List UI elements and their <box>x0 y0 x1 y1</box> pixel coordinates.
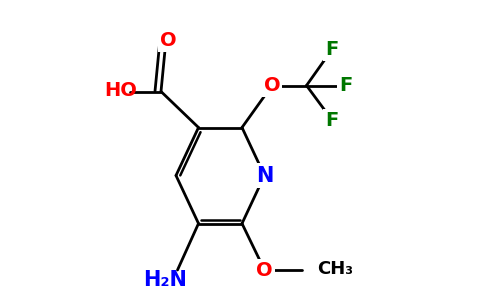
Text: O: O <box>160 31 177 50</box>
Text: HO: HO <box>104 80 137 100</box>
Text: CH₃: CH₃ <box>317 260 353 278</box>
Text: O: O <box>256 260 273 280</box>
Text: O: O <box>264 76 280 95</box>
Text: F: F <box>325 40 339 59</box>
Text: N: N <box>256 166 273 185</box>
Text: F: F <box>339 76 352 95</box>
Text: F: F <box>325 110 339 130</box>
Text: H₂N: H₂N <box>144 271 187 290</box>
